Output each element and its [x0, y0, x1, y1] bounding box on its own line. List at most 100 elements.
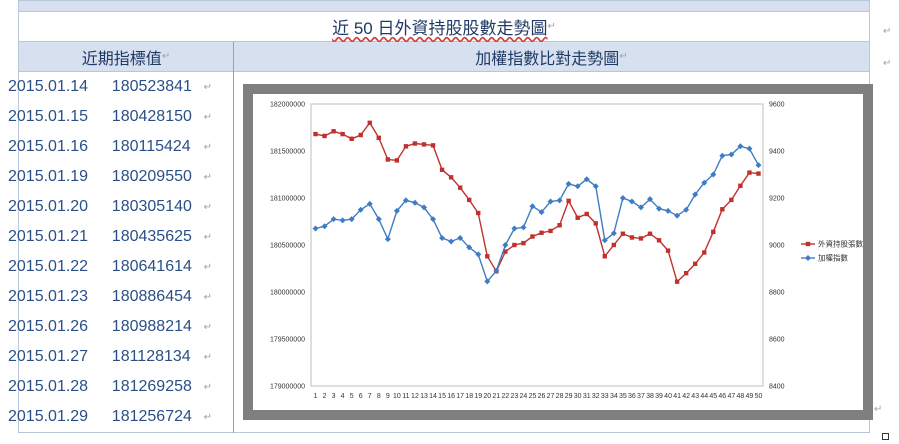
x-tick-label: 7 [368, 393, 372, 400]
series-2-point [357, 206, 364, 213]
column-divider [233, 71, 234, 433]
paragraph-mark: ↵ [619, 51, 628, 62]
series-2-point [375, 216, 382, 223]
paragraph-mark: ↵ [547, 20, 556, 32]
y-left-tick-label: 179500000 [270, 337, 305, 344]
series-1-point [539, 230, 544, 235]
x-tick-label: 11 [402, 393, 409, 400]
x-tick-label: 13 [420, 393, 428, 400]
series-1-point [756, 171, 761, 176]
series-2-point [619, 195, 626, 201]
y-left-tick-label: 181000000 [270, 196, 305, 203]
x-tick-label: 45 [709, 393, 717, 400]
series-2-point [637, 204, 644, 211]
table-row: 2015.01.16 180115424 ↵ [8, 132, 212, 162]
series-1-point [512, 242, 517, 248]
series-1-point [747, 170, 752, 175]
x-tick-label: 47 [727, 393, 735, 400]
series-2-point [312, 225, 319, 232]
series-2-point [601, 237, 608, 244]
series-1-point [702, 250, 707, 255]
x-tick-label: 27 [547, 393, 555, 400]
x-tick-label: 29 [565, 393, 573, 400]
x-tick-label: 42 [682, 393, 690, 400]
series-2-point [547, 198, 554, 205]
series-2-point [366, 200, 373, 207]
paragraph-mark: ↵ [203, 81, 212, 93]
x-tick-label: 32 [592, 393, 600, 400]
series-2-point [393, 207, 400, 214]
series-1-point [385, 157, 391, 162]
paragraph-mark: ↵ [203, 231, 212, 243]
x-tick-label: 1 [314, 393, 318, 400]
paragraph-mark: ↵ [203, 111, 212, 123]
series-2-point [728, 151, 735, 158]
row-value: 180435625 [111, 228, 192, 245]
series-1-point [620, 231, 626, 236]
row-value: 181256724 [111, 408, 192, 425]
series-1-point [485, 254, 490, 259]
y-left-tick-label: 181500000 [270, 149, 305, 156]
series-1-point [448, 175, 454, 180]
series-1-point [412, 141, 418, 146]
document-table: 近 50 日外資持股股數走勢圖 ↵ 近期指標值 ↵ 加權指數比對走勢圖 ↵ [18, 0, 870, 433]
series-2-point [330, 216, 337, 223]
series-2-point [384, 236, 391, 243]
x-tick-label: 8 [377, 393, 381, 400]
x-tick-label: 26 [538, 393, 546, 400]
table-row: 2015.01.22 180641614 ↵ [8, 252, 212, 282]
series-1-point [457, 185, 463, 190]
x-tick-label: 4 [341, 393, 345, 400]
series-1-point [322, 133, 327, 139]
y-left-tick-label: 180500000 [270, 243, 305, 250]
series-1-point [376, 135, 381, 141]
series-1-point [575, 215, 580, 220]
x-tick-label: 14 [429, 393, 437, 400]
chart-frame[interactable]: 182000000 181500000 181000000 180500000 1800… [243, 84, 873, 420]
series-2-point [439, 234, 446, 241]
y-right-tick-label: 9000 [769, 243, 785, 250]
x-tick-label: 35 [619, 393, 627, 400]
resize-handle[interactable] [882, 433, 889, 440]
series-2-point [457, 234, 464, 241]
x-tick-label: 38 [646, 393, 654, 400]
x-tick-label: 24 [520, 393, 528, 400]
row-date: 2015.01.26 [8, 318, 89, 335]
table-top-strip [19, 1, 869, 12]
series-1-point [738, 183, 743, 188]
series-2-point [348, 216, 355, 223]
legend-label: 加權指數 [818, 253, 848, 263]
left-column-header: 近期指標值 ↵ [19, 42, 234, 71]
series-2-point [448, 238, 455, 245]
series-2-point [484, 278, 491, 285]
x-tick-label: 46 [718, 393, 726, 400]
series-2-point [466, 244, 473, 251]
paragraph-mark: ↵ [883, 26, 892, 37]
row-date: 2015.01.27 [8, 348, 89, 365]
series-1-point [313, 131, 318, 137]
x-tick-label: 39 [655, 393, 663, 400]
x-tick-label: 19 [474, 393, 482, 400]
series-2-point [430, 216, 437, 223]
table-row: 2015.01.23 180886454 ↵ [8, 282, 212, 312]
left-header-text: 近期指標值 [81, 50, 162, 68]
series-1-point [656, 238, 662, 243]
series-2-point [647, 196, 653, 203]
right-column-header: 加權指數比對走勢圖 ↵ [234, 42, 869, 71]
series-2-point [421, 204, 427, 211]
row-date: 2015.01.20 [8, 198, 89, 215]
x-tick-label: 21 [492, 393, 500, 400]
right-header-text: 加權指數比對走勢圖 [475, 50, 620, 68]
x-tick-label: 28 [556, 393, 564, 400]
x-tick-label: 10 [393, 393, 401, 400]
series-1-point [530, 234, 535, 239]
series-1-point [665, 248, 671, 253]
series-1-point [720, 207, 725, 212]
row-date: 2015.01.28 [8, 378, 89, 395]
x-tick-label: 5 [350, 393, 354, 400]
series-2-point [674, 212, 681, 219]
series-2-point [339, 217, 346, 224]
row-value: 180523841 [111, 78, 192, 95]
chart-area: 182000000 181500000 181000000 180500000 1800… [253, 94, 863, 410]
x-tick-label: 37 [637, 393, 645, 400]
